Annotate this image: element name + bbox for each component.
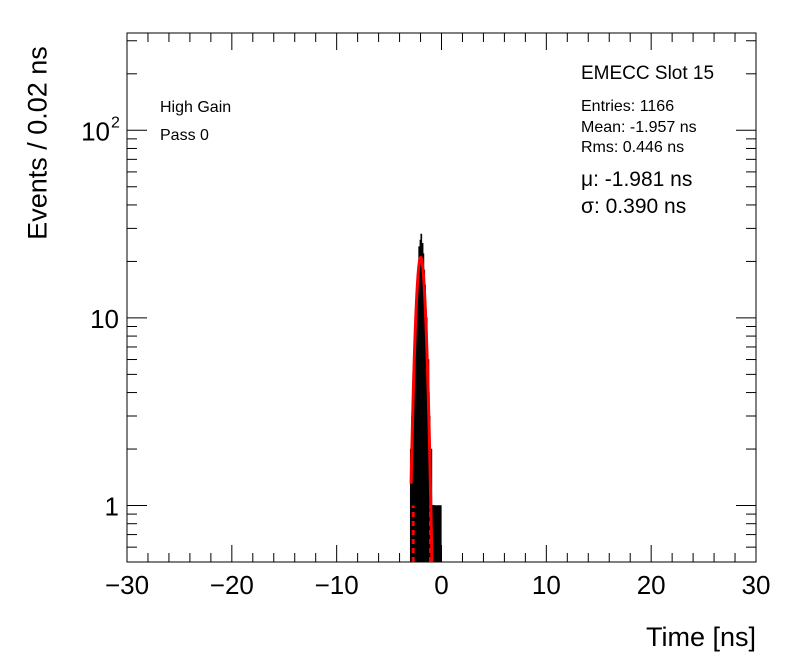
- x-axis-label: Time [ns]: [645, 622, 756, 652]
- x-tick-label: 10: [532, 570, 561, 600]
- fit-sigma: σ: 0.390 ns: [581, 195, 687, 218]
- histogram-bars: [409, 233, 442, 563]
- fit-mu: μ: -1.981 ns: [581, 168, 693, 191]
- histogram-bin: [439, 505, 442, 563]
- y-tick-label: 10: [81, 116, 110, 146]
- histogram-bin: [434, 505, 436, 563]
- stats-rms: Rms: 0.446 ns: [581, 139, 685, 156]
- stats-entries: Entries: 1166: [581, 98, 675, 115]
- y-tick-label-exponent: 2: [111, 114, 120, 131]
- x-tick-label: −20: [210, 570, 254, 600]
- pass-label: Pass 0: [160, 127, 209, 144]
- x-tick-label: 20: [637, 570, 666, 600]
- y-axis-label: Events / 0.02 ns: [22, 46, 53, 240]
- x-tick-label: 30: [742, 570, 771, 600]
- stats-mean: Mean: -1.957 ns: [581, 119, 697, 136]
- fit-curve: [409, 255, 434, 563]
- y-tick-label: 1: [105, 492, 119, 522]
- fit-curve-group: [409, 255, 434, 563]
- axis-ticks: [126, 33, 757, 563]
- x-tick-label: −10: [315, 570, 359, 600]
- y-tick-label: 10: [90, 304, 119, 334]
- x-tick-label: −30: [105, 570, 149, 600]
- chart-title: EMECC Slot 15: [581, 63, 715, 84]
- gain-label: High Gain: [160, 99, 232, 116]
- x-tick-label: 0: [434, 570, 448, 600]
